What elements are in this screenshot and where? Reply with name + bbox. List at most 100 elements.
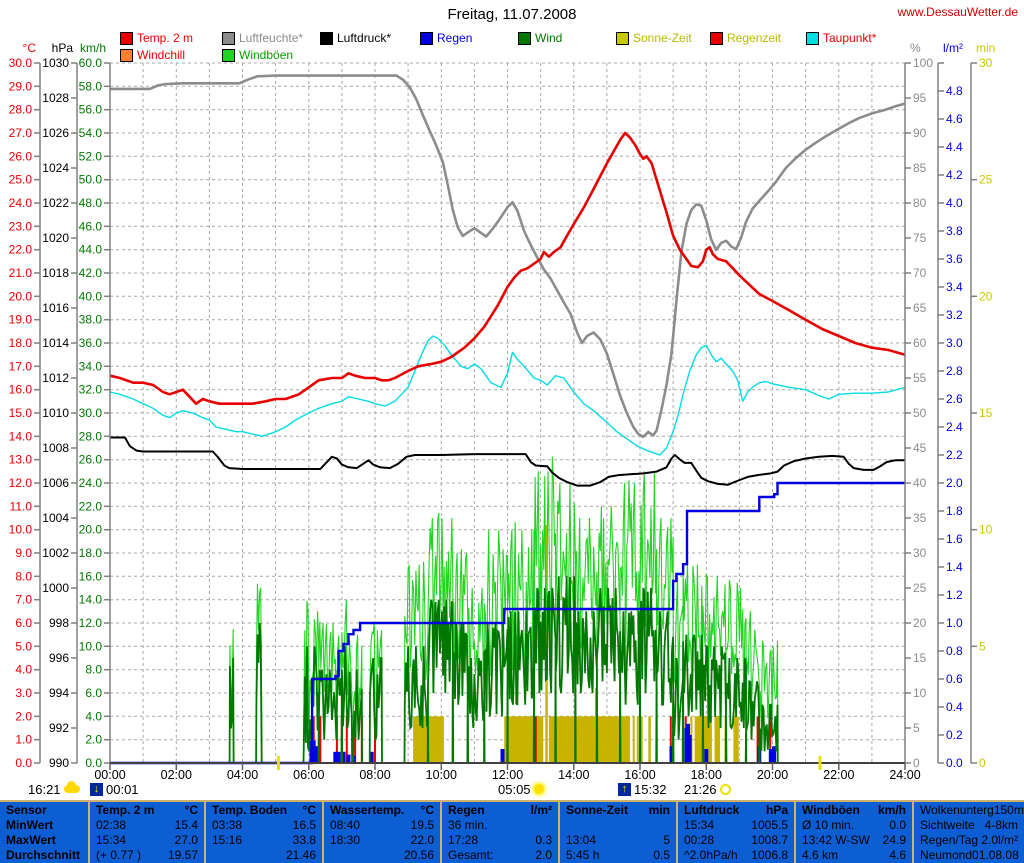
marker-moonset: ↓ 00:01 [90, 781, 139, 797]
table-cell: 17:28 0.3 [442, 832, 558, 847]
table-column-2: Temp. Boden °C 03:38 16.5 15:16 33.8 21.46 [204, 802, 322, 863]
svg-text:1028: 1028 [42, 91, 69, 105]
cell-left: 02:38 [96, 817, 127, 832]
table-cell: (+ 0.77 ) 19.57 [90, 848, 204, 863]
site-link[interactable]: www.DessauWetter.de [897, 5, 1019, 19]
svg-text:0.0: 0.0 [15, 756, 32, 770]
cell-left: ^2.0hPa/h [684, 848, 738, 863]
cell-left: Sonne-Zeit [566, 802, 628, 817]
svg-text:52.0: 52.0 [79, 149, 103, 163]
svg-text:990: 990 [49, 756, 69, 770]
svg-text:2.4: 2.4 [946, 420, 963, 434]
table-column-7: Windböen km/h Ø 10 min. 0.0 13:42 W-SW 24.9 4.… [794, 802, 912, 863]
svg-text:55: 55 [913, 371, 927, 385]
svg-text:23.0: 23.0 [9, 219, 33, 233]
svg-text:12:00: 12:00 [492, 768, 523, 782]
cell-right: 27.0 [174, 832, 198, 847]
cell-left: Ø 10 min. [802, 817, 855, 832]
table-cell: 13:42 W-SW 24.9 [796, 832, 912, 847]
cell-right: 20.56 [403, 848, 434, 863]
svg-text:30: 30 [913, 546, 927, 560]
svg-text:5: 5 [979, 639, 986, 653]
svg-text:3.0: 3.0 [946, 336, 963, 350]
cell-right: km/h [877, 802, 906, 817]
cell-right: °C [184, 802, 198, 817]
cell-right: 1005.5 [751, 817, 788, 832]
svg-text:24.0: 24.0 [9, 196, 33, 210]
legend-item-sonne-zeit: Sonne-Zeit [616, 31, 692, 45]
table-cell: Temp. 2 m °C [90, 802, 204, 817]
table-cell: Luftdruck hPa [678, 802, 794, 817]
svg-text:6.0: 6.0 [85, 686, 102, 700]
svg-text:6.0: 6.0 [15, 616, 32, 630]
luftfeuchte-swatch-icon [222, 31, 235, 45]
svg-text:25.0: 25.0 [9, 173, 33, 187]
svg-text:32.0: 32.0 [79, 383, 103, 397]
cell-left: 08:40 [330, 817, 361, 832]
svg-text:998: 998 [49, 616, 69, 630]
legend-label: Temp. 2 m [137, 31, 194, 45]
cell-right: 15.4 [174, 817, 198, 832]
svg-text:11.0: 11.0 [10, 499, 33, 513]
cell-right: 19.57 [167, 848, 198, 863]
table-cell: 08:40 19.5 [324, 817, 440, 832]
svg-text:14.0: 14.0 [9, 429, 33, 443]
svg-text:22.0: 22.0 [79, 499, 103, 513]
svg-text:70: 70 [913, 266, 927, 280]
cell-right: 24.9 [882, 832, 906, 847]
svg-text:46.0: 46.0 [79, 219, 103, 233]
svg-text:36.0: 36.0 [79, 336, 103, 350]
legend-item-luftfeuchte: Luftfeuchte* [222, 31, 303, 45]
table-row-labels: Sensor MinWert MaxWert Durchschnitt [0, 802, 88, 863]
cell-right: l/m² [530, 802, 552, 817]
table-cell: 15:16 33.8 [206, 832, 322, 847]
legend-item-windchill: Windchill [120, 48, 185, 62]
cell-left: 36 min. [448, 817, 488, 832]
cell-left: 18:30 [330, 832, 361, 847]
svg-text:l/m²: l/m² [943, 41, 963, 55]
svg-text:48.0: 48.0 [79, 196, 103, 210]
table-info-column: Wolkenunterg 150m Sichtweite 4-8km Regen/Tag… [912, 802, 1024, 863]
svg-text:06:00: 06:00 [293, 768, 324, 782]
table-cell: 00:28 1008.7 [678, 832, 794, 847]
cell-left: Sichtweite [920, 817, 975, 832]
svg-text:25: 25 [913, 581, 927, 595]
svg-text:40: 40 [913, 476, 927, 490]
sun-icon [533, 784, 544, 794]
svg-text:15: 15 [913, 651, 927, 665]
table-cell: Regen/Tag 2.0l/m² [914, 832, 1024, 847]
table-cell: 21.46 [206, 848, 322, 863]
svg-text:7.0: 7.0 [15, 593, 32, 607]
svg-text:20: 20 [979, 289, 993, 303]
svg-text:10: 10 [913, 686, 927, 700]
regenzeit-swatch-icon [710, 31, 723, 45]
table-cell: Gesamt: 2.0 [442, 848, 558, 863]
table-cell: Neumond 01.08.08 [914, 848, 1024, 863]
svg-text:60: 60 [913, 336, 927, 350]
svg-text:1008: 1008 [42, 441, 69, 455]
table-cell: ^2.0hPa/h 1006.8 [678, 848, 794, 863]
svg-text:44.0: 44.0 [79, 243, 103, 257]
svg-text:4.6: 4.6 [946, 112, 963, 126]
cell-left: Temp. Boden [212, 802, 288, 817]
cell-right: 0.5 [653, 848, 670, 863]
svg-text:1026: 1026 [42, 126, 69, 140]
svg-text:28.0: 28.0 [79, 429, 103, 443]
marker-time: 00:01 [106, 781, 139, 797]
cell-right: 33.8 [292, 832, 316, 847]
svg-text:2.8: 2.8 [946, 364, 963, 378]
svg-text:14:00: 14:00 [558, 768, 589, 782]
table-column-3: Wassertemp. °C 08:40 19.5 18:30 22.0 20.56 [322, 802, 440, 863]
legend-label: Regen [437, 31, 473, 45]
page-title: Freitag, 11.07.2008 [447, 6, 577, 23]
svg-text:1.2: 1.2 [946, 588, 963, 602]
cell-left: 13:42 W-SW [802, 832, 870, 847]
svg-text:0.2: 0.2 [946, 728, 963, 742]
svg-text:30.0: 30.0 [79, 406, 103, 420]
svg-text:22:00: 22:00 [823, 768, 854, 782]
wind-swatch-icon [518, 31, 531, 45]
legend-item-windboeen: Windböen [222, 48, 293, 62]
svg-text:1020: 1020 [42, 231, 69, 245]
svg-text:02:00: 02:00 [161, 768, 192, 782]
table-cell: Sensor [0, 802, 88, 817]
